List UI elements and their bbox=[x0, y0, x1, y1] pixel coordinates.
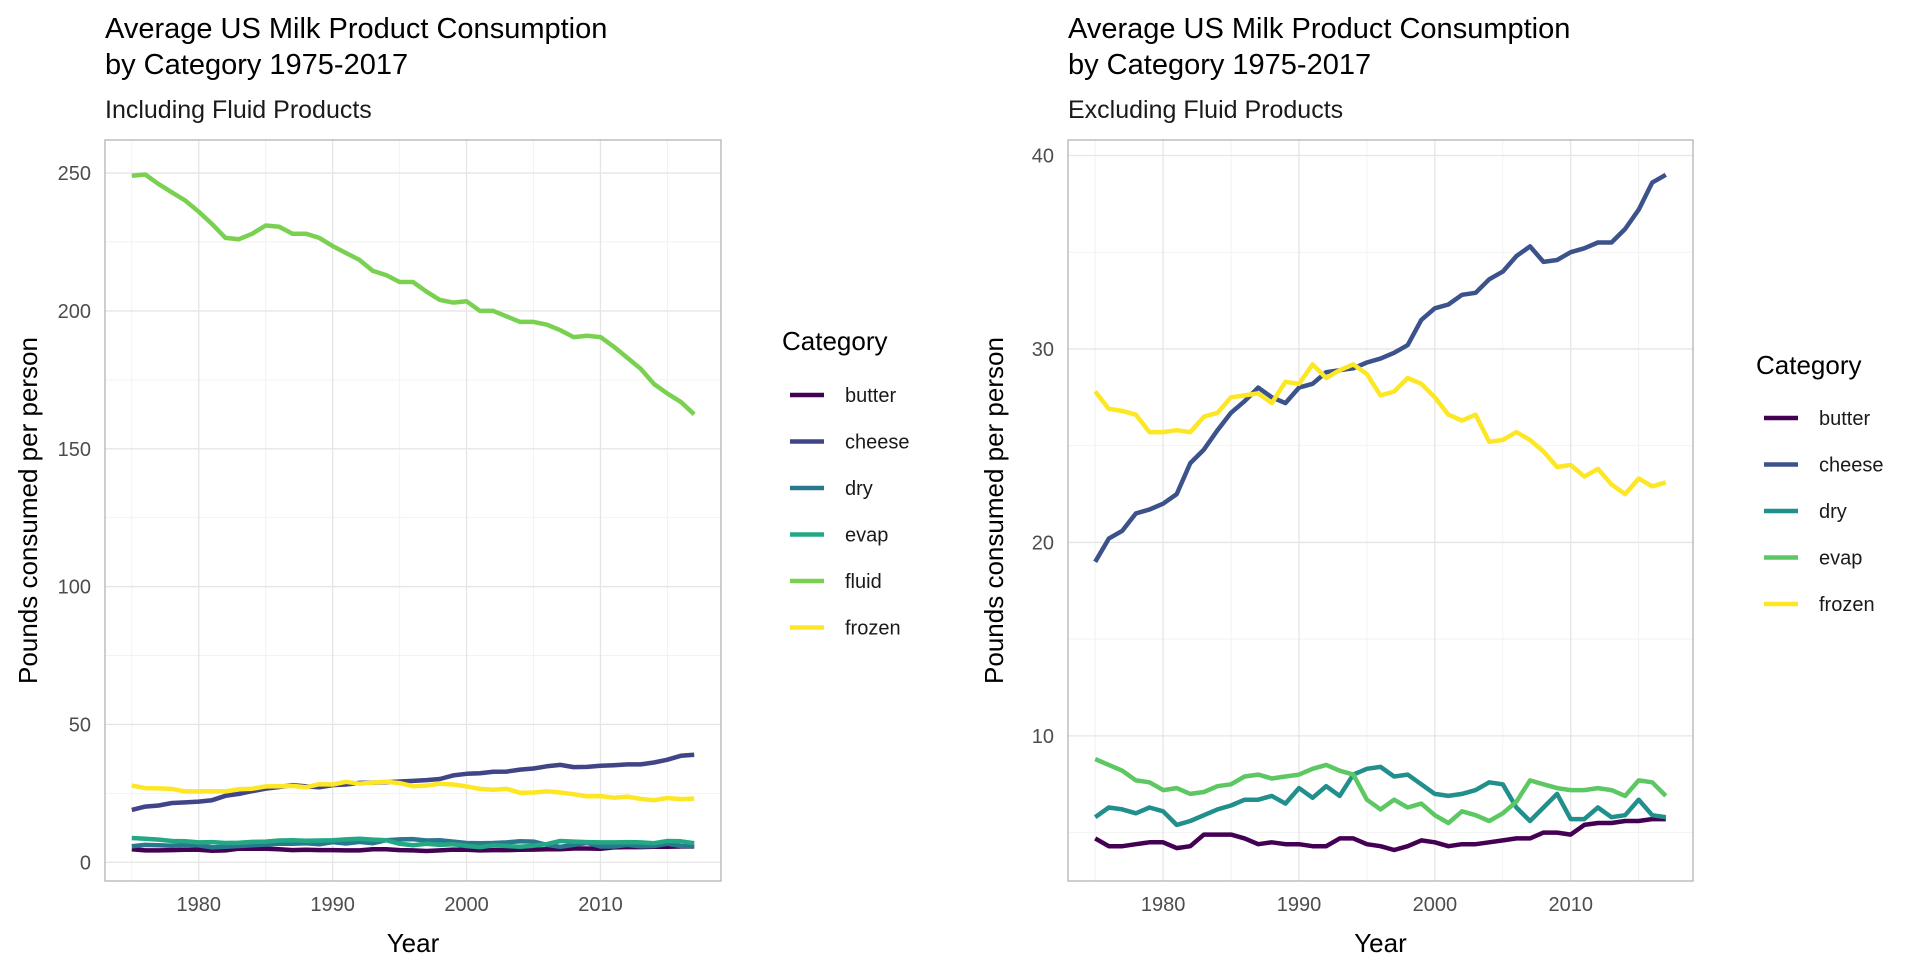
legend-label-dry: dry bbox=[845, 478, 873, 500]
x-axis-title: Year bbox=[1354, 928, 1407, 958]
x-tick-label: 2010 bbox=[1548, 894, 1593, 916]
series-line-cheese bbox=[131, 752, 695, 813]
x-tick-label: 1980 bbox=[1141, 894, 1186, 916]
legend-label-fluid: fluid bbox=[845, 571, 882, 593]
panel-border bbox=[1067, 139, 1694, 882]
legend-title: Category bbox=[782, 326, 888, 356]
series-line-dry bbox=[131, 836, 695, 850]
x-tick-label: 2000 bbox=[1413, 894, 1458, 916]
right-chart: Average US Milk Product Consumption by Ca… bbox=[979, 13, 1884, 958]
legend-label-frozen: frozen bbox=[845, 618, 901, 640]
y-tick-label: 250 bbox=[58, 163, 91, 185]
chart-subtitle: Including Fluid Products bbox=[105, 96, 372, 124]
legend-title: Category bbox=[1756, 350, 1862, 380]
panel-border bbox=[104, 139, 722, 882]
y-tick-label: 0 bbox=[80, 852, 91, 874]
legend-label-cheese: cheese bbox=[845, 432, 910, 454]
y-tick-label: 50 bbox=[69, 714, 91, 736]
y-tick-label: 200 bbox=[58, 301, 91, 323]
chart-title-line: by Category 1975-2017 bbox=[105, 49, 408, 81]
legend-label-frozen: frozen bbox=[1819, 594, 1875, 616]
chart-title-line: Average US Milk Product Consumption bbox=[1068, 13, 1570, 45]
x-tick-label: 1990 bbox=[310, 894, 355, 916]
series-line-evap bbox=[131, 835, 695, 850]
x-tick-label: 2000 bbox=[444, 894, 489, 916]
y-tick-label: 150 bbox=[58, 439, 91, 461]
legend-label-evap: evap bbox=[845, 525, 888, 547]
series-line-dry bbox=[1093, 764, 1667, 828]
chart-title-line: Average US Milk Product Consumption bbox=[105, 13, 607, 45]
y-axis-title: Pounds consumed per person bbox=[979, 337, 1009, 684]
y-tick-label: 100 bbox=[58, 577, 91, 599]
x-axis-title: Year bbox=[387, 928, 440, 958]
y-tick-label: 30 bbox=[1032, 339, 1054, 361]
legend-label-evap: evap bbox=[1819, 548, 1862, 570]
x-tick-label: 2010 bbox=[578, 894, 623, 916]
y-tick-label: 10 bbox=[1032, 726, 1054, 748]
x-tick-label: 1980 bbox=[176, 894, 221, 916]
legend-label-butter: butter bbox=[845, 385, 896, 407]
x-tick-label: 1990 bbox=[1277, 894, 1322, 916]
series-line-cheese bbox=[1093, 172, 1667, 563]
series-line-fluid bbox=[131, 172, 696, 416]
legend-label-cheese: cheese bbox=[1819, 455, 1884, 477]
y-tick-label: 20 bbox=[1032, 532, 1054, 554]
series-line-butter bbox=[1094, 816, 1666, 853]
legend-label-dry: dry bbox=[1819, 501, 1847, 523]
y-tick-label: 40 bbox=[1032, 145, 1054, 167]
series-line-frozen bbox=[131, 779, 695, 803]
left-chart: Average US Milk Product Consumption by Ca… bbox=[13, 13, 910, 958]
legend-label-butter: butter bbox=[1819, 408, 1870, 430]
series-line-evap bbox=[1094, 757, 1668, 826]
chart-title-line: by Category 1975-2017 bbox=[1068, 49, 1371, 81]
series-line-frozen bbox=[1093, 362, 1667, 497]
y-axis-title: Pounds consumed per person bbox=[13, 337, 43, 684]
chart-subtitle: Excluding Fluid Products bbox=[1068, 96, 1343, 124]
